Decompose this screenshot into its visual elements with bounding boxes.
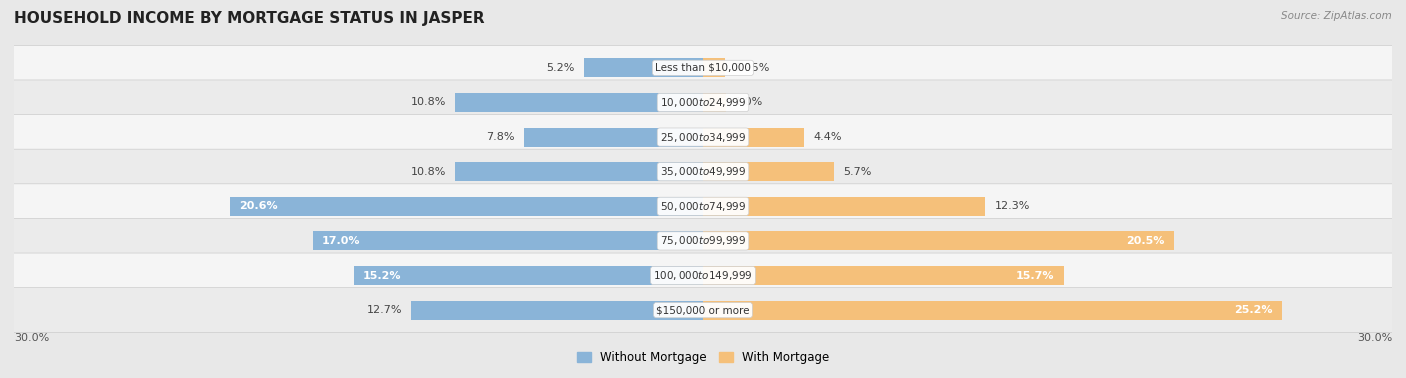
Text: 15.7%: 15.7%	[1017, 271, 1054, 280]
Text: 7.8%: 7.8%	[486, 132, 515, 142]
Text: Less than $10,000: Less than $10,000	[655, 63, 751, 73]
Text: $100,000 to $149,999: $100,000 to $149,999	[654, 269, 752, 282]
Text: 20.5%: 20.5%	[1126, 236, 1164, 246]
Bar	[703, 266, 1063, 285]
FancyBboxPatch shape	[11, 184, 1395, 229]
Text: HOUSEHOLD INCOME BY MORTGAGE STATUS IN JASPER: HOUSEHOLD INCOME BY MORTGAGE STATUS IN J…	[14, 11, 485, 26]
Text: 12.3%: 12.3%	[994, 201, 1031, 211]
Bar	[703, 127, 804, 147]
Text: 20.6%: 20.6%	[239, 201, 278, 211]
Text: 10.8%: 10.8%	[411, 98, 446, 107]
Bar	[703, 231, 1174, 251]
Bar	[703, 162, 834, 181]
Bar	[412, 301, 703, 320]
Bar	[703, 301, 1282, 320]
FancyBboxPatch shape	[11, 80, 1395, 125]
Legend: Without Mortgage, With Mortgage: Without Mortgage, With Mortgage	[576, 351, 830, 364]
Text: $50,000 to $74,999: $50,000 to $74,999	[659, 200, 747, 213]
Bar	[354, 266, 703, 285]
Bar	[456, 93, 703, 112]
Text: 5.2%: 5.2%	[546, 63, 575, 73]
Text: 25.2%: 25.2%	[1234, 305, 1272, 315]
FancyBboxPatch shape	[11, 115, 1395, 160]
FancyBboxPatch shape	[11, 253, 1395, 298]
Bar	[456, 162, 703, 181]
Text: Source: ZipAtlas.com: Source: ZipAtlas.com	[1281, 11, 1392, 21]
FancyBboxPatch shape	[11, 45, 1395, 90]
Text: 17.0%: 17.0%	[322, 236, 360, 246]
Text: $10,000 to $24,999: $10,000 to $24,999	[659, 96, 747, 109]
Text: $75,000 to $99,999: $75,000 to $99,999	[659, 234, 747, 248]
Text: $35,000 to $49,999: $35,000 to $49,999	[659, 165, 747, 178]
Text: 0.95%: 0.95%	[734, 63, 769, 73]
FancyBboxPatch shape	[11, 288, 1395, 333]
Bar	[524, 127, 703, 147]
Text: 1.0%: 1.0%	[735, 98, 763, 107]
Bar	[703, 58, 725, 77]
Bar	[312, 231, 703, 251]
Text: $25,000 to $34,999: $25,000 to $34,999	[659, 130, 747, 144]
Bar	[231, 197, 703, 216]
FancyBboxPatch shape	[11, 218, 1395, 263]
FancyBboxPatch shape	[11, 149, 1395, 194]
Bar	[703, 197, 986, 216]
Text: 10.8%: 10.8%	[411, 167, 446, 177]
Text: 12.7%: 12.7%	[367, 305, 402, 315]
Text: 4.4%: 4.4%	[813, 132, 842, 142]
Bar	[583, 58, 703, 77]
Bar	[703, 93, 725, 112]
Text: 15.2%: 15.2%	[363, 271, 402, 280]
Text: 5.7%: 5.7%	[844, 167, 872, 177]
Text: 30.0%: 30.0%	[1357, 333, 1392, 342]
Text: 30.0%: 30.0%	[14, 333, 49, 342]
Text: $150,000 or more: $150,000 or more	[657, 305, 749, 315]
